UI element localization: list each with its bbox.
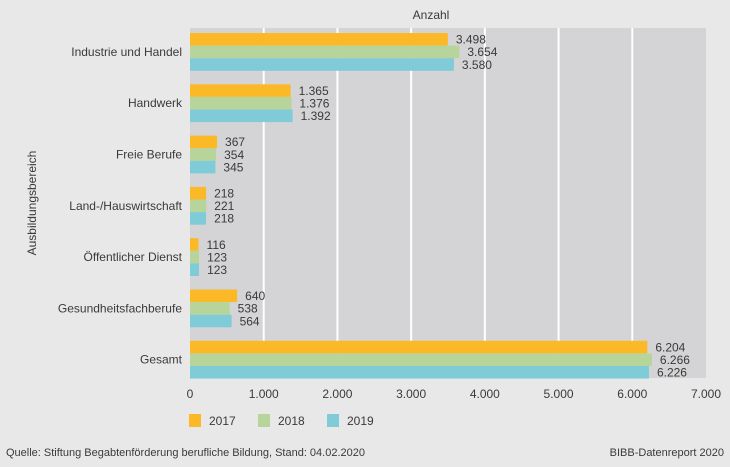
value-label: 6.266: [660, 353, 690, 367]
value-label: 3.654: [467, 45, 497, 59]
category-label: Gesundheitsfachberufe: [58, 301, 182, 315]
value-label: 1.376: [299, 97, 329, 111]
x-tick-label: 1.000: [249, 387, 279, 401]
bar-2017: [190, 135, 218, 149]
value-label: 1.365: [299, 84, 329, 98]
legend-label: 2018: [278, 414, 305, 428]
bar-2018: [190, 250, 200, 264]
bar-2018: [190, 302, 230, 315]
category-label: Freie Berufe: [116, 148, 182, 162]
value-label: 345: [223, 160, 243, 174]
x-tick-label: 7.000: [691, 387, 721, 401]
bar-2017: [190, 289, 238, 303]
x-tick-label: 2.000: [322, 387, 352, 401]
x-tick-labels: 0 1.000 2.000 3.000 4.000 5.000 6.000 7.000: [187, 387, 722, 401]
value-label: 564: [240, 314, 260, 328]
value-label: 221: [214, 199, 234, 213]
plot-area: [190, 28, 706, 378]
category-label: Öffentlicher Dienst: [84, 250, 183, 264]
bar-2018: [190, 353, 652, 366]
x-tick-label: 5.000: [544, 387, 574, 401]
category-label: Industrie und Handel: [71, 45, 182, 59]
bar-2019: [190, 58, 454, 71]
report-credit: BIBB-Datenreport 2020: [609, 447, 724, 459]
value-label: 6.226: [657, 366, 687, 380]
bar-2019: [190, 314, 232, 328]
bar-2018: [190, 148, 217, 161]
value-label: 3.580: [462, 58, 492, 72]
bar-2019: [190, 212, 207, 225]
value-label: 354: [224, 148, 244, 162]
value-label: 367: [225, 135, 245, 149]
bar-2018: [190, 45, 460, 59]
value-label: 123: [207, 263, 227, 277]
x-tick-label: 0: [187, 387, 194, 401]
bar-2018: [190, 199, 207, 213]
x-tick-label: 4.000: [470, 387, 500, 401]
value-label: 123: [207, 250, 227, 264]
gridlines: [262, 28, 634, 378]
bar-2017: [190, 186, 207, 200]
value-label: 218: [214, 187, 234, 201]
bar-2018: [190, 96, 292, 110]
legend-swatch-2017: [189, 414, 201, 427]
value-label: 1.392: [301, 109, 331, 123]
bar-2019: [190, 366, 649, 379]
chart-title: Anzahl: [413, 8, 450, 22]
source-note: Quelle: Stiftung Begabtenförderung beruf…: [6, 447, 365, 459]
x-tick-label: 3.000: [396, 387, 426, 401]
bar-2019: [190, 263, 200, 276]
value-label: 640: [245, 289, 265, 303]
legend: 2017 2018 2019: [189, 414, 374, 428]
bar-2017: [190, 84, 291, 97]
bars: [190, 33, 652, 379]
value-label: 538: [238, 302, 258, 316]
category-labels: Industrie und Handel Handwerk Freie Berufe…: [58, 45, 183, 367]
category-label: Land-/Hauswirtschaft: [69, 199, 182, 213]
y-axis-label: Ausbildungsbereich: [25, 151, 39, 256]
legend-swatch-2019: [327, 414, 339, 427]
bar-2019: [190, 109, 293, 123]
x-tick-label: 6.000: [617, 387, 647, 401]
bar-2017: [190, 238, 199, 251]
bar-2019: [190, 160, 216, 174]
value-label: 116: [207, 238, 226, 252]
value-label: 6.204: [655, 340, 685, 354]
value-label: 218: [214, 212, 234, 226]
bar-2017: [190, 33, 448, 46]
legend-label: 2017: [209, 414, 236, 428]
category-label: Handwerk: [128, 96, 183, 110]
bar-2017: [190, 340, 648, 354]
category-label: Gesamt: [140, 353, 183, 367]
legend-swatch-2018: [258, 414, 270, 427]
legend-label: 2019: [347, 414, 374, 428]
value-label: 3.498: [456, 33, 486, 47]
